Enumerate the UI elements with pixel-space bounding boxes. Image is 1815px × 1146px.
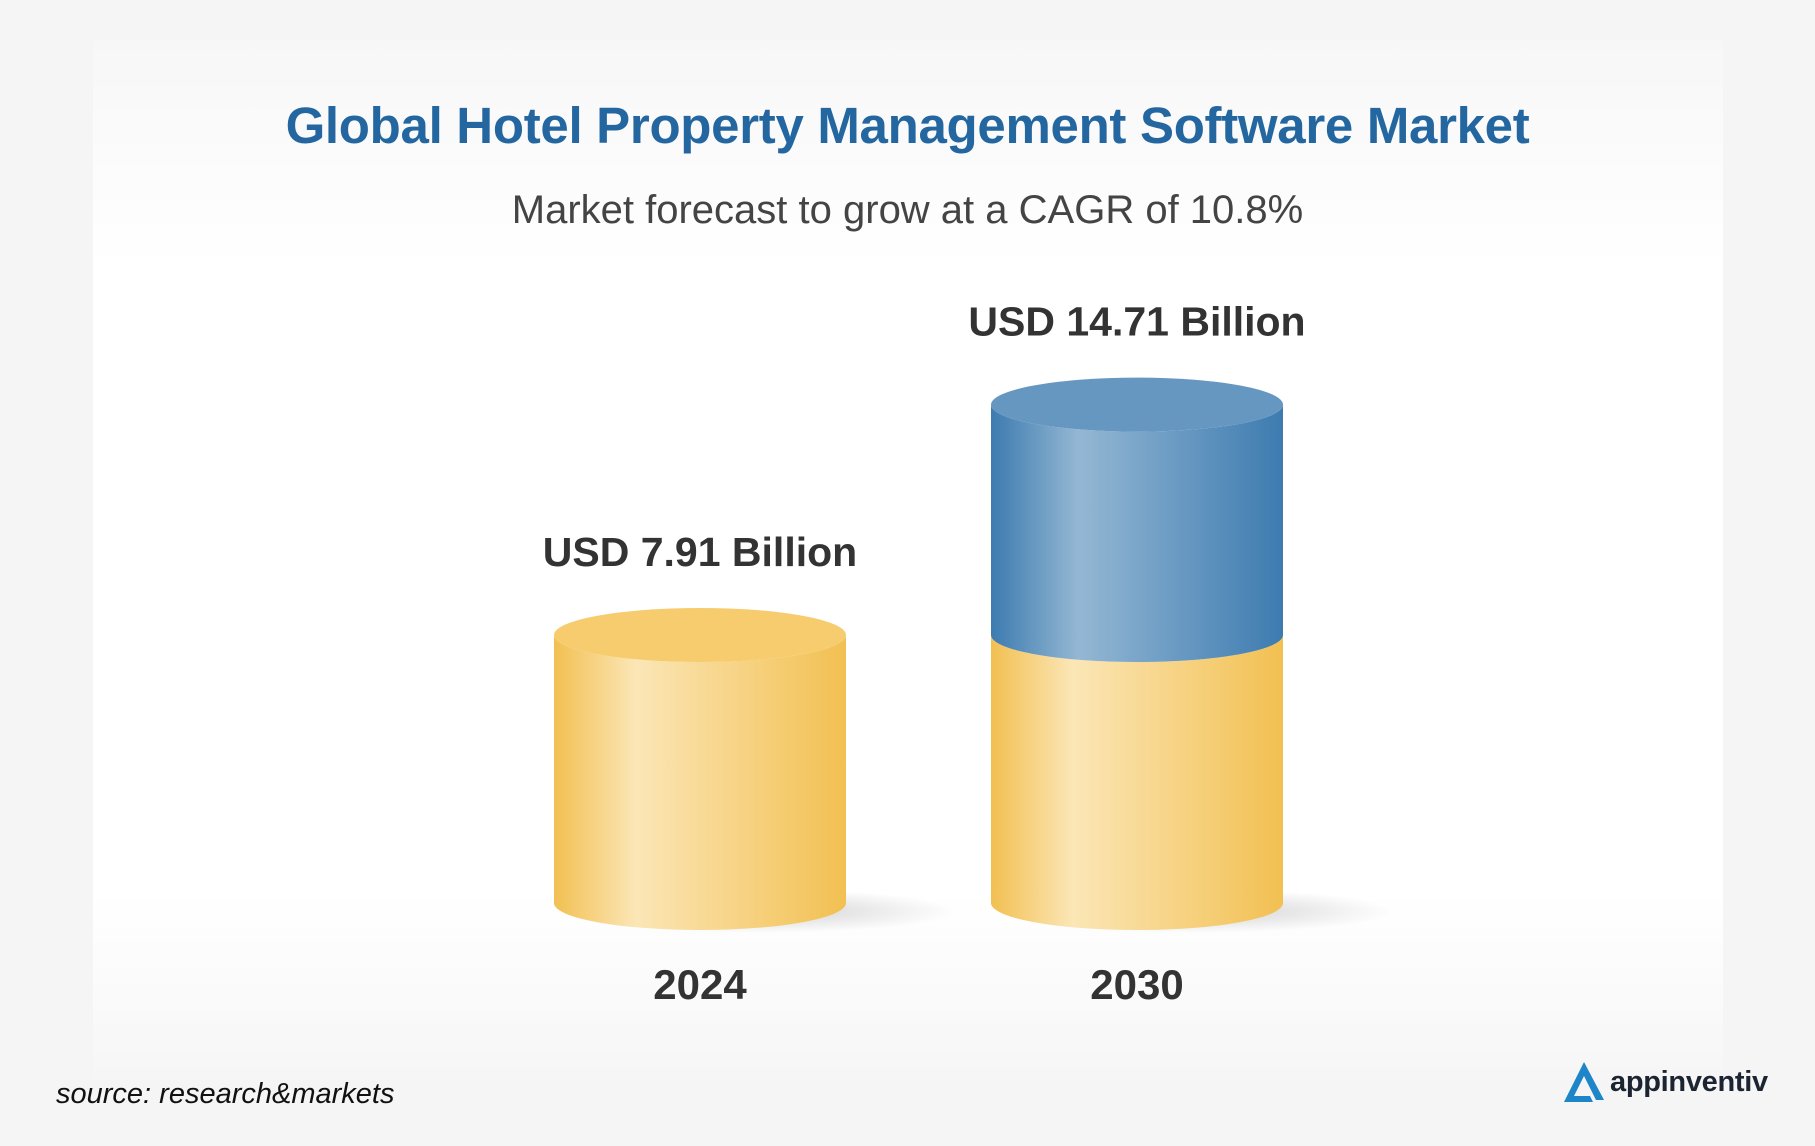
bar-2030-growth [991,377,1283,662]
brand-logo: appinventiv [1562,1060,1768,1104]
value-label-2030: USD 14.71 Billion [968,299,1305,345]
category-label-2024: 2024 [653,961,747,1008]
appinventiv-logo-icon [1564,1062,1604,1102]
value-label-2024: USD 7.91 Billion [543,529,857,575]
bar-2030-growth-top [991,377,1283,432]
bar-2030-base [991,635,1283,930]
chart-subtitle: Market forecast to grow at a CAGR of 10.… [511,188,1304,232]
source-note: source: research&markets [56,1078,395,1110]
brand-name: appinventiv [1610,1065,1768,1098]
bar-2024 [554,608,846,930]
chart-title: Global Hotel Property Management Softwar… [285,97,1530,154]
category-label-2030: 2030 [1090,961,1183,1008]
bar-2024-top [554,608,846,662]
